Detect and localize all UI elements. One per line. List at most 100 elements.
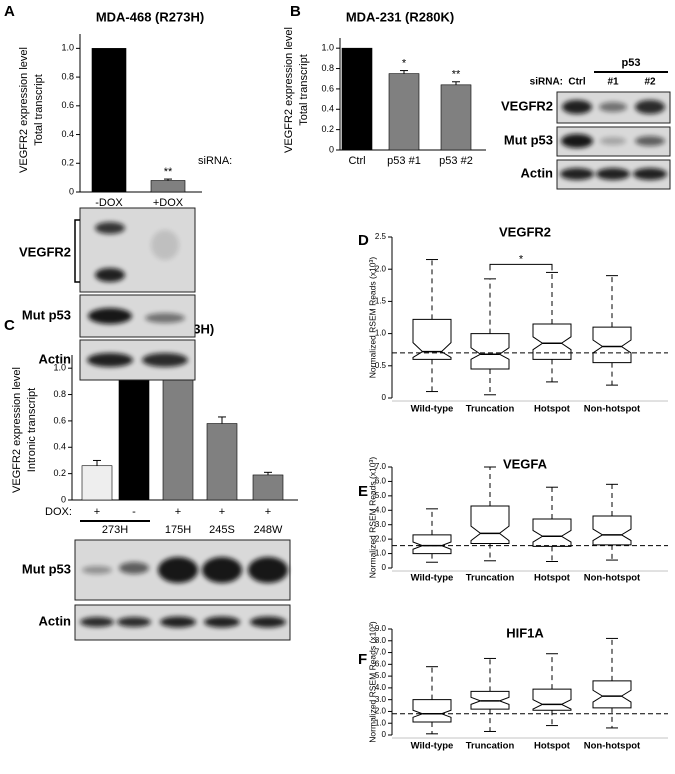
error-bar [93, 459, 101, 466]
x-tick-label: Non-hotspot [584, 741, 641, 752]
box [592, 326, 632, 364]
y-axis-label: Total transcript [33, 74, 45, 146]
blot-band [95, 222, 125, 234]
blot-band [635, 100, 665, 114]
y-axis-label: Intronic transcript [26, 388, 38, 472]
y-tick-label: 0.6 [53, 415, 66, 425]
blot-band [202, 557, 242, 583]
y-tick-label: 1.0 [375, 549, 387, 558]
y-tick-label: 0 [382, 393, 387, 402]
blot-label: Actin [39, 351, 72, 366]
group-label: 248W [254, 524, 283, 536]
chart-title: VEGFA [503, 456, 548, 471]
y-tick-label: 0.6 [61, 100, 74, 110]
x-tick-label: Hotspot [534, 741, 571, 752]
blot-band [117, 617, 151, 627]
x-tick-label: Wild-type [411, 741, 454, 752]
y-tick-label: 5.0 [375, 671, 387, 680]
box [412, 534, 452, 555]
error-bar [264, 471, 272, 475]
y-tick-label: 7.0 [375, 648, 387, 657]
x-tick-label: Non-hotspot [584, 573, 641, 584]
x-tick-label: -DOX [95, 197, 123, 209]
x-tick-label: Ctrl [348, 155, 365, 167]
bar [162, 377, 194, 501]
y-tick-label: 0 [329, 144, 334, 154]
y-tick-label: 0.4 [53, 442, 66, 452]
y-tick-label: 2.0 [375, 534, 387, 543]
y-axis-label: VEGFR2 expression level [11, 367, 23, 493]
blot-band [142, 353, 188, 367]
blot-band [600, 137, 626, 145]
group-label: 175H [165, 524, 191, 536]
y-axis-label: Normalized RSEM Reads (x10³) [367, 457, 377, 579]
y-tick-label: 5.0 [375, 491, 387, 500]
significance: * [402, 57, 407, 69]
significance: * [519, 253, 524, 265]
panel-letter: C [4, 317, 15, 334]
blot-band [160, 616, 196, 628]
x-tick-label: + [219, 506, 225, 518]
box [470, 333, 510, 370]
y-tick-label: 0.6 [321, 83, 334, 93]
y-tick-label: 0.8 [321, 63, 334, 73]
blot-band [560, 168, 594, 180]
y-tick-label: 4.0 [375, 683, 387, 692]
y-tick-label: 0.4 [321, 104, 334, 114]
x-tick-label: p53 #2 [439, 155, 473, 167]
x-tick-label: + [94, 506, 100, 518]
blot-label: Actin [521, 165, 554, 180]
y-tick-label: 6.0 [375, 659, 387, 668]
bar [388, 73, 420, 151]
y-axis-label: VEGFR2 expression level [18, 47, 30, 173]
blot-band [82, 566, 112, 574]
y-axis-label: VEGFR2 expression level [283, 27, 295, 153]
blot-band [95, 268, 125, 282]
y-tick-label: 0 [61, 494, 66, 504]
error-bar [164, 178, 172, 181]
y-tick-label: 2.0 [375, 707, 387, 716]
x-tick-label: + [175, 506, 181, 518]
y-tick-label: 3.0 [375, 520, 387, 529]
y-tick-label: 9.0 [375, 624, 387, 633]
y-tick-label: 0 [69, 186, 74, 196]
lane-label: siRNA: [530, 77, 563, 88]
y-tick-label: 6.0 [375, 477, 387, 486]
chart-title: VEGFR2 [499, 224, 551, 239]
blot-band [80, 617, 114, 627]
blot-band [633, 168, 667, 180]
category-label: siRNA: [198, 155, 232, 167]
significance: ** [452, 69, 461, 81]
box [592, 680, 632, 709]
lane: #2 [644, 77, 656, 88]
y-axis-label: Total transcript [298, 54, 310, 126]
blot-band [145, 313, 185, 323]
y-tick-label: 0.2 [53, 468, 66, 478]
blot-band [596, 168, 630, 180]
lane: Ctrl [568, 77, 585, 88]
box [412, 699, 452, 723]
y-tick-label: 1.0 [61, 43, 74, 53]
panel-letter: F [358, 651, 367, 668]
y-tick-label: 1.0 [375, 329, 387, 338]
x-tick-label: Hotspot [534, 573, 571, 584]
chart-title: MDA-468 (R273H) [96, 9, 204, 24]
bar [206, 423, 238, 501]
box [532, 688, 572, 711]
panel-letter: E [358, 483, 368, 500]
x-tick-label: - [132, 506, 136, 518]
significance: ** [164, 166, 173, 178]
bracket [74, 219, 80, 283]
bar [440, 84, 472, 151]
panel-letter: D [358, 232, 369, 249]
x-tick-label: p53 #1 [387, 155, 421, 167]
error-bar [452, 81, 460, 85]
x-tick-label: Truncation [466, 741, 515, 752]
panel-letter: A [4, 3, 15, 20]
bar [91, 48, 127, 193]
box [412, 318, 452, 360]
bar [150, 180, 186, 193]
y-tick-label: 0.5 [375, 361, 387, 370]
x-tick-label: Wild-type [411, 404, 454, 415]
